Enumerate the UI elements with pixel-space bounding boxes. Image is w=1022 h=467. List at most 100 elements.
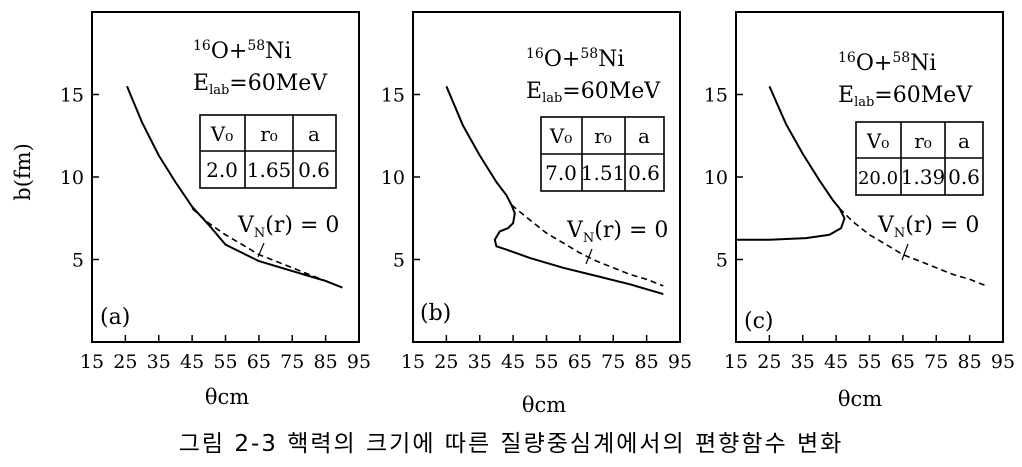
curve-label: VN(r) = 0 xyxy=(877,213,979,241)
y-tick-label: 10 xyxy=(704,167,728,189)
reaction-mass-2: 58 xyxy=(892,50,910,66)
energy-value: =60MeV xyxy=(562,79,661,104)
series-line-deflection xyxy=(445,85,664,296)
reaction-nucleus-1: O xyxy=(211,39,229,64)
curve-label: VN(r) = 0 xyxy=(566,218,668,246)
reaction-plus: + xyxy=(562,47,580,72)
y-axis-label: b(fm) xyxy=(11,143,35,201)
x-tick-label: 95 xyxy=(347,351,371,373)
x-tick-label: 25 xyxy=(434,351,458,373)
x-tick-label: 75 xyxy=(601,351,625,373)
x-tick-label: 55 xyxy=(213,351,237,373)
table-value-a: 0.6 xyxy=(298,158,330,182)
reaction-mass-2: 58 xyxy=(580,46,598,62)
y-tick-label: 15 xyxy=(704,85,728,107)
energy-symbol: E xyxy=(193,71,209,96)
table-value-r0: 1.51 xyxy=(581,161,626,185)
x-tick-label: 15 xyxy=(724,351,748,373)
x-tick-label: 25 xyxy=(757,351,781,373)
x-tick-label: 35 xyxy=(468,351,492,373)
energy-symbol: E xyxy=(526,79,542,104)
table-value-a: 0.6 xyxy=(628,161,660,185)
y-tick-label: 10 xyxy=(60,167,84,189)
table-value-r0: 1.39 xyxy=(901,165,946,189)
x-tick-label: 85 xyxy=(314,351,338,373)
table-value-v0: 7.0 xyxy=(545,161,577,185)
x-tick-label: 25 xyxy=(113,351,137,373)
table-value-v0: 20.0 xyxy=(858,168,898,189)
series-line-vn-zero xyxy=(838,207,987,287)
panel-label: (c) xyxy=(744,309,774,334)
reaction-nucleus-2: Ni xyxy=(910,51,936,76)
panel-a: b(fm) θcm 16O+58Ni Elab=60MeV V₀ r₀ a 2.… xyxy=(11,11,371,409)
table-header-r0: r₀ xyxy=(260,122,278,146)
reaction-plus: + xyxy=(229,39,247,64)
reaction-label: 16O+58Ni xyxy=(526,46,624,72)
table-value-r0: 1.65 xyxy=(247,158,292,182)
reaction-nucleus-2: Ni xyxy=(598,47,624,72)
panel-b: θcm 16O+58Ni Elab=60MeV V₀ r₀ a 7.0 1.51… xyxy=(381,11,692,417)
x-tick-label: 15 xyxy=(401,351,425,373)
x-tick-label: 65 xyxy=(247,351,271,373)
series-line-deflection xyxy=(736,85,846,241)
x-tick-label: 45 xyxy=(501,351,525,373)
x-tick-label: 45 xyxy=(180,351,204,373)
panel-label: (a) xyxy=(100,305,130,330)
x-axis-label: θcm xyxy=(522,393,566,417)
y-tick-label: 5 xyxy=(393,250,405,272)
x-tick-label: 65 xyxy=(568,351,592,373)
table-header-v0: V₀ xyxy=(549,124,572,148)
table-header-r0: r₀ xyxy=(594,124,612,148)
x-tick-label: 55 xyxy=(857,351,881,373)
table-value-a: 0.6 xyxy=(948,165,980,189)
reaction-nucleus-1: O xyxy=(544,47,562,72)
y-tick-label: 10 xyxy=(381,167,405,189)
series-line-vn-zero xyxy=(191,207,343,289)
energy-subscript: lab xyxy=(854,95,874,110)
series-line-deflection xyxy=(126,85,343,289)
table-header-r0: r₀ xyxy=(914,129,932,153)
energy-symbol: E xyxy=(838,83,854,108)
parameter-table: V₀ r₀ a 20.0 1.39 0.6 xyxy=(855,121,984,196)
reaction-nucleus-2: Ni xyxy=(265,39,291,64)
y-tick-label: 5 xyxy=(716,250,728,272)
reaction-plus: + xyxy=(874,51,892,76)
y-tick-label: 5 xyxy=(72,250,84,272)
reaction-label: 16O+58Ni xyxy=(838,50,936,76)
panel-label: (b) xyxy=(420,301,451,326)
parameter-table: V₀ r₀ a 7.0 1.51 0.6 xyxy=(540,116,665,192)
x-axis-label: θcm xyxy=(205,385,249,409)
x-tick-label: 75 xyxy=(924,351,948,373)
energy-value: =60MeV xyxy=(229,71,328,96)
panel-c: θcm 16O+58Ni Elab=60MeV V₀ r₀ a 20.0 1.3… xyxy=(704,11,1015,411)
x-tick-label: 35 xyxy=(147,351,171,373)
x-tick-label: 35 xyxy=(791,351,815,373)
x-tick-label: 95 xyxy=(991,351,1015,373)
reaction-mass-1: 16 xyxy=(193,38,211,54)
reaction-label: 16O+58Ni xyxy=(193,38,291,64)
x-axis-label: θcm xyxy=(838,387,882,411)
energy-subscript: lab xyxy=(542,91,562,106)
table-header-a: a xyxy=(638,124,650,148)
energy-label: Elab=60MeV xyxy=(193,71,328,98)
table-header-v0: V₀ xyxy=(210,122,233,146)
parameter-table: V₀ r₀ a 2.0 1.65 0.6 xyxy=(199,114,337,189)
reaction-mass-2: 58 xyxy=(247,38,265,54)
x-tick-label: 85 xyxy=(958,351,982,373)
x-tick-label: 95 xyxy=(668,351,692,373)
table-header-a: a xyxy=(308,122,320,146)
reaction-mass-1: 16 xyxy=(838,50,856,66)
x-tick-label: 85 xyxy=(635,351,659,373)
series-line-vn-zero xyxy=(510,204,664,287)
x-tick-label: 55 xyxy=(534,351,558,373)
energy-label: Elab=60MeV xyxy=(526,79,661,106)
figure-caption: 그림 2-3 핵력의 크기에 따른 질량중심계에서의 편향함수 변화 xyxy=(178,431,844,457)
curve-label-pointer xyxy=(901,243,909,261)
table-value-v0: 2.0 xyxy=(206,158,238,182)
reaction-mass-1: 16 xyxy=(526,46,544,62)
energy-value: =60MeV xyxy=(874,83,973,108)
energy-label: Elab=60MeV xyxy=(838,83,973,110)
energy-subscript: lab xyxy=(209,83,229,98)
table-header-v0: V₀ xyxy=(866,129,889,153)
